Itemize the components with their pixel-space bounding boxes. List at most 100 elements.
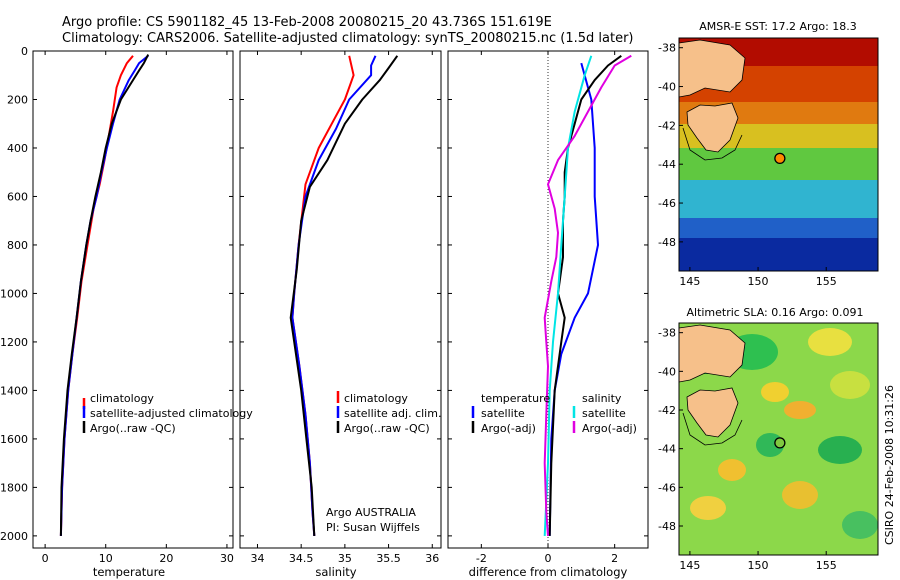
x-tick-label: 36 <box>425 552 439 565</box>
x-tick-label: 34 <box>250 552 264 565</box>
map-x-tick-label: 145 <box>679 559 700 572</box>
y-tick-label: 800 <box>7 239 28 252</box>
sla-high-anomaly <box>784 401 816 419</box>
csiro-timestamp: CSIRO 24-Feb-2008 10:31:26 <box>883 385 896 545</box>
legend-label-temp-satellite: satellite <box>481 407 525 420</box>
map-y-tick-label: -44 <box>658 443 676 456</box>
series-group <box>59 54 150 536</box>
map-y-tick-label: -38 <box>658 42 676 55</box>
legend-heading-temperature: temperature <box>481 392 550 405</box>
y-tick-label: 200 <box>7 93 28 106</box>
sla-high-anomaly <box>718 459 746 481</box>
sla-high-anomaly <box>761 382 789 402</box>
series-line-salinity-argo-adj <box>543 54 632 536</box>
series-line-argo-raw-qc <box>59 54 150 536</box>
map-y-tick-label: -48 <box>658 236 676 249</box>
pi-label: PI: Susan Wijffels <box>326 521 420 534</box>
sla-map-frame <box>678 322 879 556</box>
x-tick-label: 20 <box>159 552 173 565</box>
map-y-tick-label: -40 <box>658 365 676 378</box>
legend-label-sal-satellite: satellite <box>582 407 626 420</box>
map-x-tick-label: 150 <box>748 275 769 288</box>
temperature-panel: 0 10 20 30 0 200 400 600 800 1000 1200 1400 1600 1800… <box>0 45 234 565</box>
sst-map-frame <box>678 37 879 272</box>
difference-panel: -2 0 2 <box>447 50 649 565</box>
sst-shelf-contour <box>682 127 743 161</box>
sla-tasmania-land <box>686 387 739 438</box>
y-tick-label: 1600 <box>0 433 28 446</box>
map-y-tick-label: -46 <box>658 197 676 210</box>
legend-label-argo: Argo(..raw -QC) <box>90 422 176 435</box>
map-y-tick-label: -44 <box>658 158 676 171</box>
legend-heading-salinity: salinity <box>582 392 622 405</box>
y-tick-label: 1000 <box>0 287 28 300</box>
x-tick-label: 0 <box>42 552 49 565</box>
sst-map-title: AMSR-E SST: 17.2 Argo: 18.3 <box>699 20 857 33</box>
temperature-legend: climatology satellite-adjusted climatolo… <box>82 392 253 435</box>
x-tick-label: 30 <box>220 552 234 565</box>
y-tick-label: 400 <box>7 142 28 155</box>
figure-title-line1: Argo profile: CS 5901182_45 13-Feb-2008 … <box>62 15 552 30</box>
figure-title-line2: Climatology: CARS2006. Satellite-adjuste… <box>62 31 634 46</box>
sla-high-anomaly <box>782 481 818 509</box>
y-tick-label: 2000 <box>0 530 28 543</box>
sst-map: AMSR-E SST: 17.2 Argo: 18.3 145 150 155 -38… <box>658 20 879 288</box>
sla-map: Altimetric SLA: 0.16 Argo: 0.091 145 150 1… <box>658 306 879 572</box>
legend-label-climatology: climatology <box>344 392 408 405</box>
legend-label-temp-argo: Argo(-adj) <box>481 422 536 435</box>
sla-map-ticks: 145 150 155 -38 -40 -42 -44 -46 -48 <box>658 327 837 572</box>
difference-legend: temperature satellite Argo(-adj) salinit… <box>471 392 637 435</box>
y-tick-label: 600 <box>7 190 28 203</box>
series-line-climatology <box>59 55 134 536</box>
map-y-tick-label: -46 <box>658 481 676 494</box>
sla-high-anomaly <box>690 496 726 520</box>
salinity-legend: climatology satellite adj. clim. Argo(..… <box>336 391 441 435</box>
axes-frame <box>32 50 234 549</box>
sst-band <box>679 180 878 218</box>
series-group <box>543 54 632 536</box>
legend-label-satellite: satellite-adjusted climatology <box>90 407 253 420</box>
series-line-satellite-adj-clim <box>291 55 377 536</box>
sla-shelf-contour <box>682 412 743 446</box>
series-line-climatology <box>291 55 355 536</box>
sst-band <box>679 148 878 180</box>
map-x-tick-label: 155 <box>816 559 837 572</box>
sla-australia-land <box>679 324 746 383</box>
series-line-satellite-adjusted-climatology <box>59 55 149 536</box>
sst-band <box>679 218 878 238</box>
series-line-salinity-satellite <box>543 55 593 536</box>
legend-label-sal-argo: Argo(-adj) <box>582 422 637 435</box>
salinity-panel: 34 34.5 35 35.5 36 <box>239 50 442 565</box>
x-tick-label: 35 <box>338 552 352 565</box>
salinity-xlabel: salinity <box>315 565 356 579</box>
sst-map-ticks: 145 150 155 -38 -40 -42 -44 -46 -48 <box>658 42 837 288</box>
sla-anomaly <box>830 371 870 399</box>
x-tick-label: 2 <box>611 552 618 565</box>
sla-low-anomaly <box>842 511 878 539</box>
series-line-temperature-argo-adj <box>548 54 622 536</box>
y-tick-label: 1400 <box>0 384 28 397</box>
map-y-tick-label: -48 <box>658 520 676 533</box>
x-tick-label: 0 <box>545 552 552 565</box>
series-line-argo-raw-qc <box>289 55 399 536</box>
map-y-tick-label: -38 <box>658 327 676 340</box>
sst-float-marker <box>774 152 786 165</box>
y-tick-label: 1800 <box>0 481 28 494</box>
legend-label-satellite: satellite adj. clim. <box>344 407 441 420</box>
map-y-tick-label: -42 <box>658 404 676 417</box>
y-tick-label: 1200 <box>0 336 28 349</box>
temperature-xlabel: temperature <box>93 565 165 579</box>
legend-label-climatology: climatology <box>90 392 154 405</box>
x-tick-label: -2 <box>476 552 487 565</box>
map-x-tick-label: 150 <box>748 559 769 572</box>
sla-high-anomaly <box>808 328 852 356</box>
sla-float-marker <box>774 437 786 449</box>
sla-map-title: Altimetric SLA: 0.16 Argo: 0.091 <box>686 306 863 319</box>
x-tick-label: 10 <box>99 552 113 565</box>
series-group <box>289 55 399 536</box>
sst-australia-land <box>679 39 746 98</box>
map-y-tick-label: -42 <box>658 119 676 132</box>
axes-frame <box>239 50 442 549</box>
map-y-tick-label: -40 <box>658 81 676 94</box>
